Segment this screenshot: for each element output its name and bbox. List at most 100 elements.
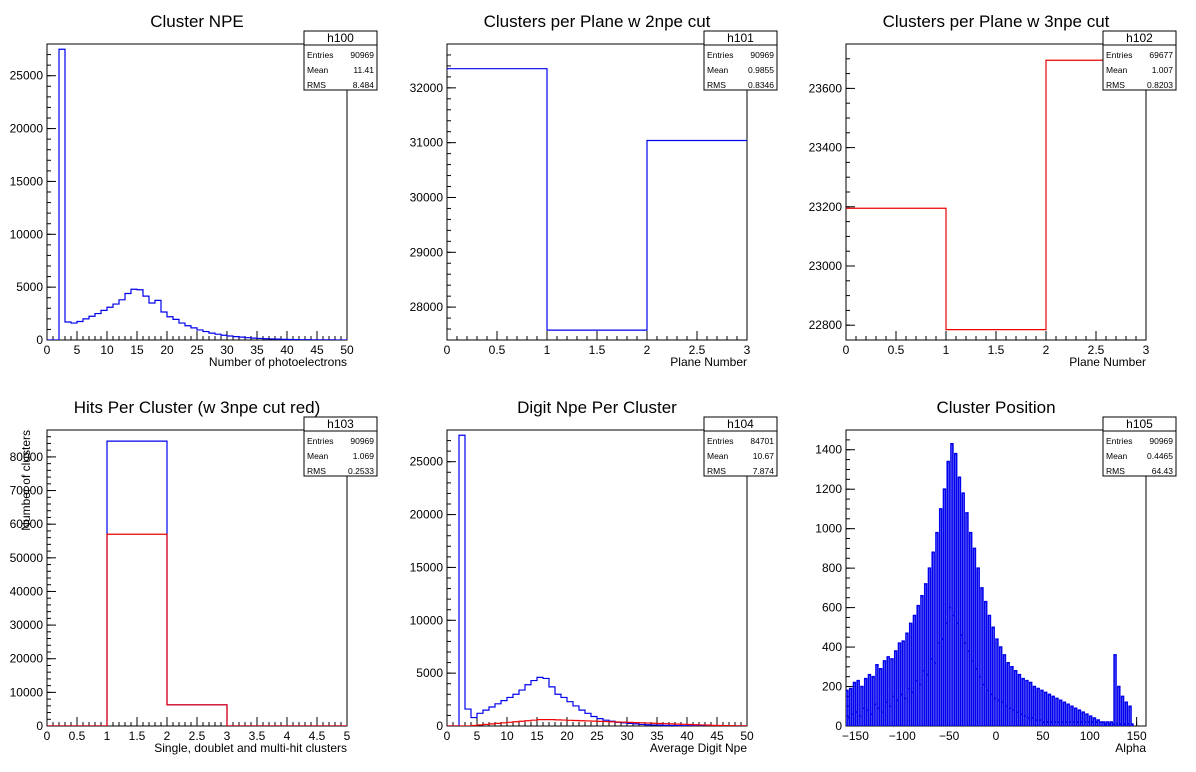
y-tick-label: 50000 (10, 551, 44, 565)
x-tick-label: 1.5 (988, 343, 1005, 357)
y-tick-label: 1400 (815, 443, 842, 457)
stats-value: 0.8346 (748, 80, 774, 90)
plot-frame (46, 429, 348, 727)
y-tick-label: 25000 (410, 455, 444, 469)
stats-box-frame (303, 30, 378, 91)
x-tick-label: 35 (250, 343, 264, 357)
y-tick-label: 10000 (10, 227, 44, 241)
stats-key: Mean (707, 65, 729, 75)
x-tick-label: 20 (160, 343, 174, 357)
stats-box-frame (703, 416, 778, 477)
histogram-panel-c5: Digit Npe Per Cluster 0 5 10 15 20 25 30 35 40 45 5… (410, 398, 778, 755)
series-group (846, 59, 1146, 331)
y-tick-label: 25000 (10, 69, 44, 83)
histogram-panel-c6: Cluster Position −150 −100 −50 0 50 100 150 0 200… (815, 398, 1177, 755)
y-tick-label: 23600 (809, 81, 843, 95)
stats-value: 0.8203 (1147, 80, 1173, 90)
plot-frame (446, 429, 748, 727)
x-axis-label: Average Digit Npe (650, 741, 747, 755)
stats-value: 10.67 (753, 451, 775, 461)
histogram-series-0 (447, 434, 747, 726)
histogram-panel-c3: Clusters per Plane w 3npe cut 0 0.5 1 1.5 2 2.… (809, 12, 1177, 369)
x-tick-label: 25 (190, 343, 204, 357)
stats-box: h102 Entries 69677 Mean 1.007 RMS 0.8203 (1102, 30, 1177, 91)
stats-key: RMS (307, 466, 326, 476)
x-tick-label: 1 (104, 729, 111, 743)
chart-title: Clusters per Plane w 3npe cut (883, 12, 1110, 31)
series-group (47, 440, 347, 726)
x-tick-label: 2.5 (189, 729, 206, 743)
histogram-series-0 (846, 443, 1134, 726)
x-tick-label: 30 (620, 729, 634, 743)
stats-key: Entries (307, 436, 333, 446)
series-group (846, 443, 1134, 726)
x-tick-label: 0.5 (489, 343, 506, 357)
x-axis-label: Number of photoelectrons (209, 355, 347, 369)
y-tick-label: 0 (36, 719, 43, 733)
histogram-series-0 (47, 48, 347, 340)
histogram-series-0 (447, 68, 747, 331)
stats-box-frame (303, 416, 378, 477)
y-tick-label: 30000 (10, 618, 44, 632)
chart-title: Clusters per Plane w 2npe cut (484, 12, 711, 31)
plot-frame (845, 43, 1147, 341)
stats-value: 8.484 (353, 80, 375, 90)
x-tick-label: 1.5 (589, 343, 606, 357)
x-tick-label: 5 (74, 343, 81, 357)
stats-box: h103 Entries 90969 Mean 1.069 RMS 0.2533 (303, 416, 378, 477)
y-tick-label: 600 (822, 601, 842, 615)
chart-title: Cluster NPE (150, 12, 244, 31)
stats-box-frame (703, 30, 778, 91)
stats-box-frame (1102, 416, 1177, 477)
stats-value: 64.43 (1152, 466, 1174, 476)
stats-value: 11.41 (353, 65, 374, 75)
histogram-series-1 (47, 533, 347, 726)
x-tick-label: 0.5 (69, 729, 86, 743)
x-tick-label: 0 (44, 343, 51, 357)
y-tick-label: 0 (36, 333, 43, 347)
y-tick-label: 10000 (10, 685, 44, 699)
y-tick-label: 23200 (809, 200, 843, 214)
chart-title: Hits Per Cluster (w 3npe cut red) (74, 398, 321, 417)
x-tick-label: 5 (474, 729, 481, 743)
stats-value: 7.874 (753, 466, 775, 476)
x-tick-label: 4.5 (309, 729, 326, 743)
y-tick-label: 29000 (410, 245, 444, 259)
histogram-panel-c1: Cluster NPE 0 5 10 15 20 25 30 35 40 45 50 0 5000 1000… (10, 12, 378, 369)
stats-key: Entries (707, 436, 733, 446)
y-axis-label: Number of clusters (19, 430, 33, 531)
x-tick-label: 10 (500, 729, 514, 743)
stats-value: 90969 (750, 50, 774, 60)
x-tick-label: 0 (44, 729, 51, 743)
y-tick-label: 60000 (10, 517, 44, 531)
x-tick-label: 3.5 (249, 729, 266, 743)
stats-value: 0.2533 (348, 466, 374, 476)
series-group (447, 68, 747, 331)
y-tick-label: 15000 (10, 174, 44, 188)
x-tick-label: 2 (164, 729, 171, 743)
x-tick-label: 1 (544, 343, 551, 357)
y-tick-label: 20000 (10, 122, 44, 136)
x-tick-label: −100 (889, 729, 916, 743)
stats-histogram-name: h101 (727, 31, 754, 45)
y-tick-label: 5000 (16, 280, 43, 294)
stats-key: RMS (1106, 466, 1125, 476)
x-tick-label: 45 (310, 343, 324, 357)
y-tick-label: 20000 (410, 508, 444, 522)
stats-value: 90969 (1149, 436, 1173, 446)
x-tick-label: −50 (939, 729, 960, 743)
x-tick-label: 50 (740, 729, 754, 743)
x-tick-label: 0 (444, 729, 451, 743)
stats-value: 90969 (350, 50, 374, 60)
plot-frame (446, 43, 748, 341)
stats-value: 84701 (750, 436, 774, 446)
stats-key: Mean (307, 65, 329, 75)
stats-key: Mean (1106, 65, 1128, 75)
x-tick-label: 50 (1036, 729, 1050, 743)
x-axis-label: Plane Number (670, 355, 747, 369)
y-tick-label: 5000 (416, 666, 443, 680)
y-tick-label: 15000 (410, 560, 444, 574)
stats-histogram-name: h104 (727, 417, 754, 431)
x-tick-label: 20 (560, 729, 574, 743)
